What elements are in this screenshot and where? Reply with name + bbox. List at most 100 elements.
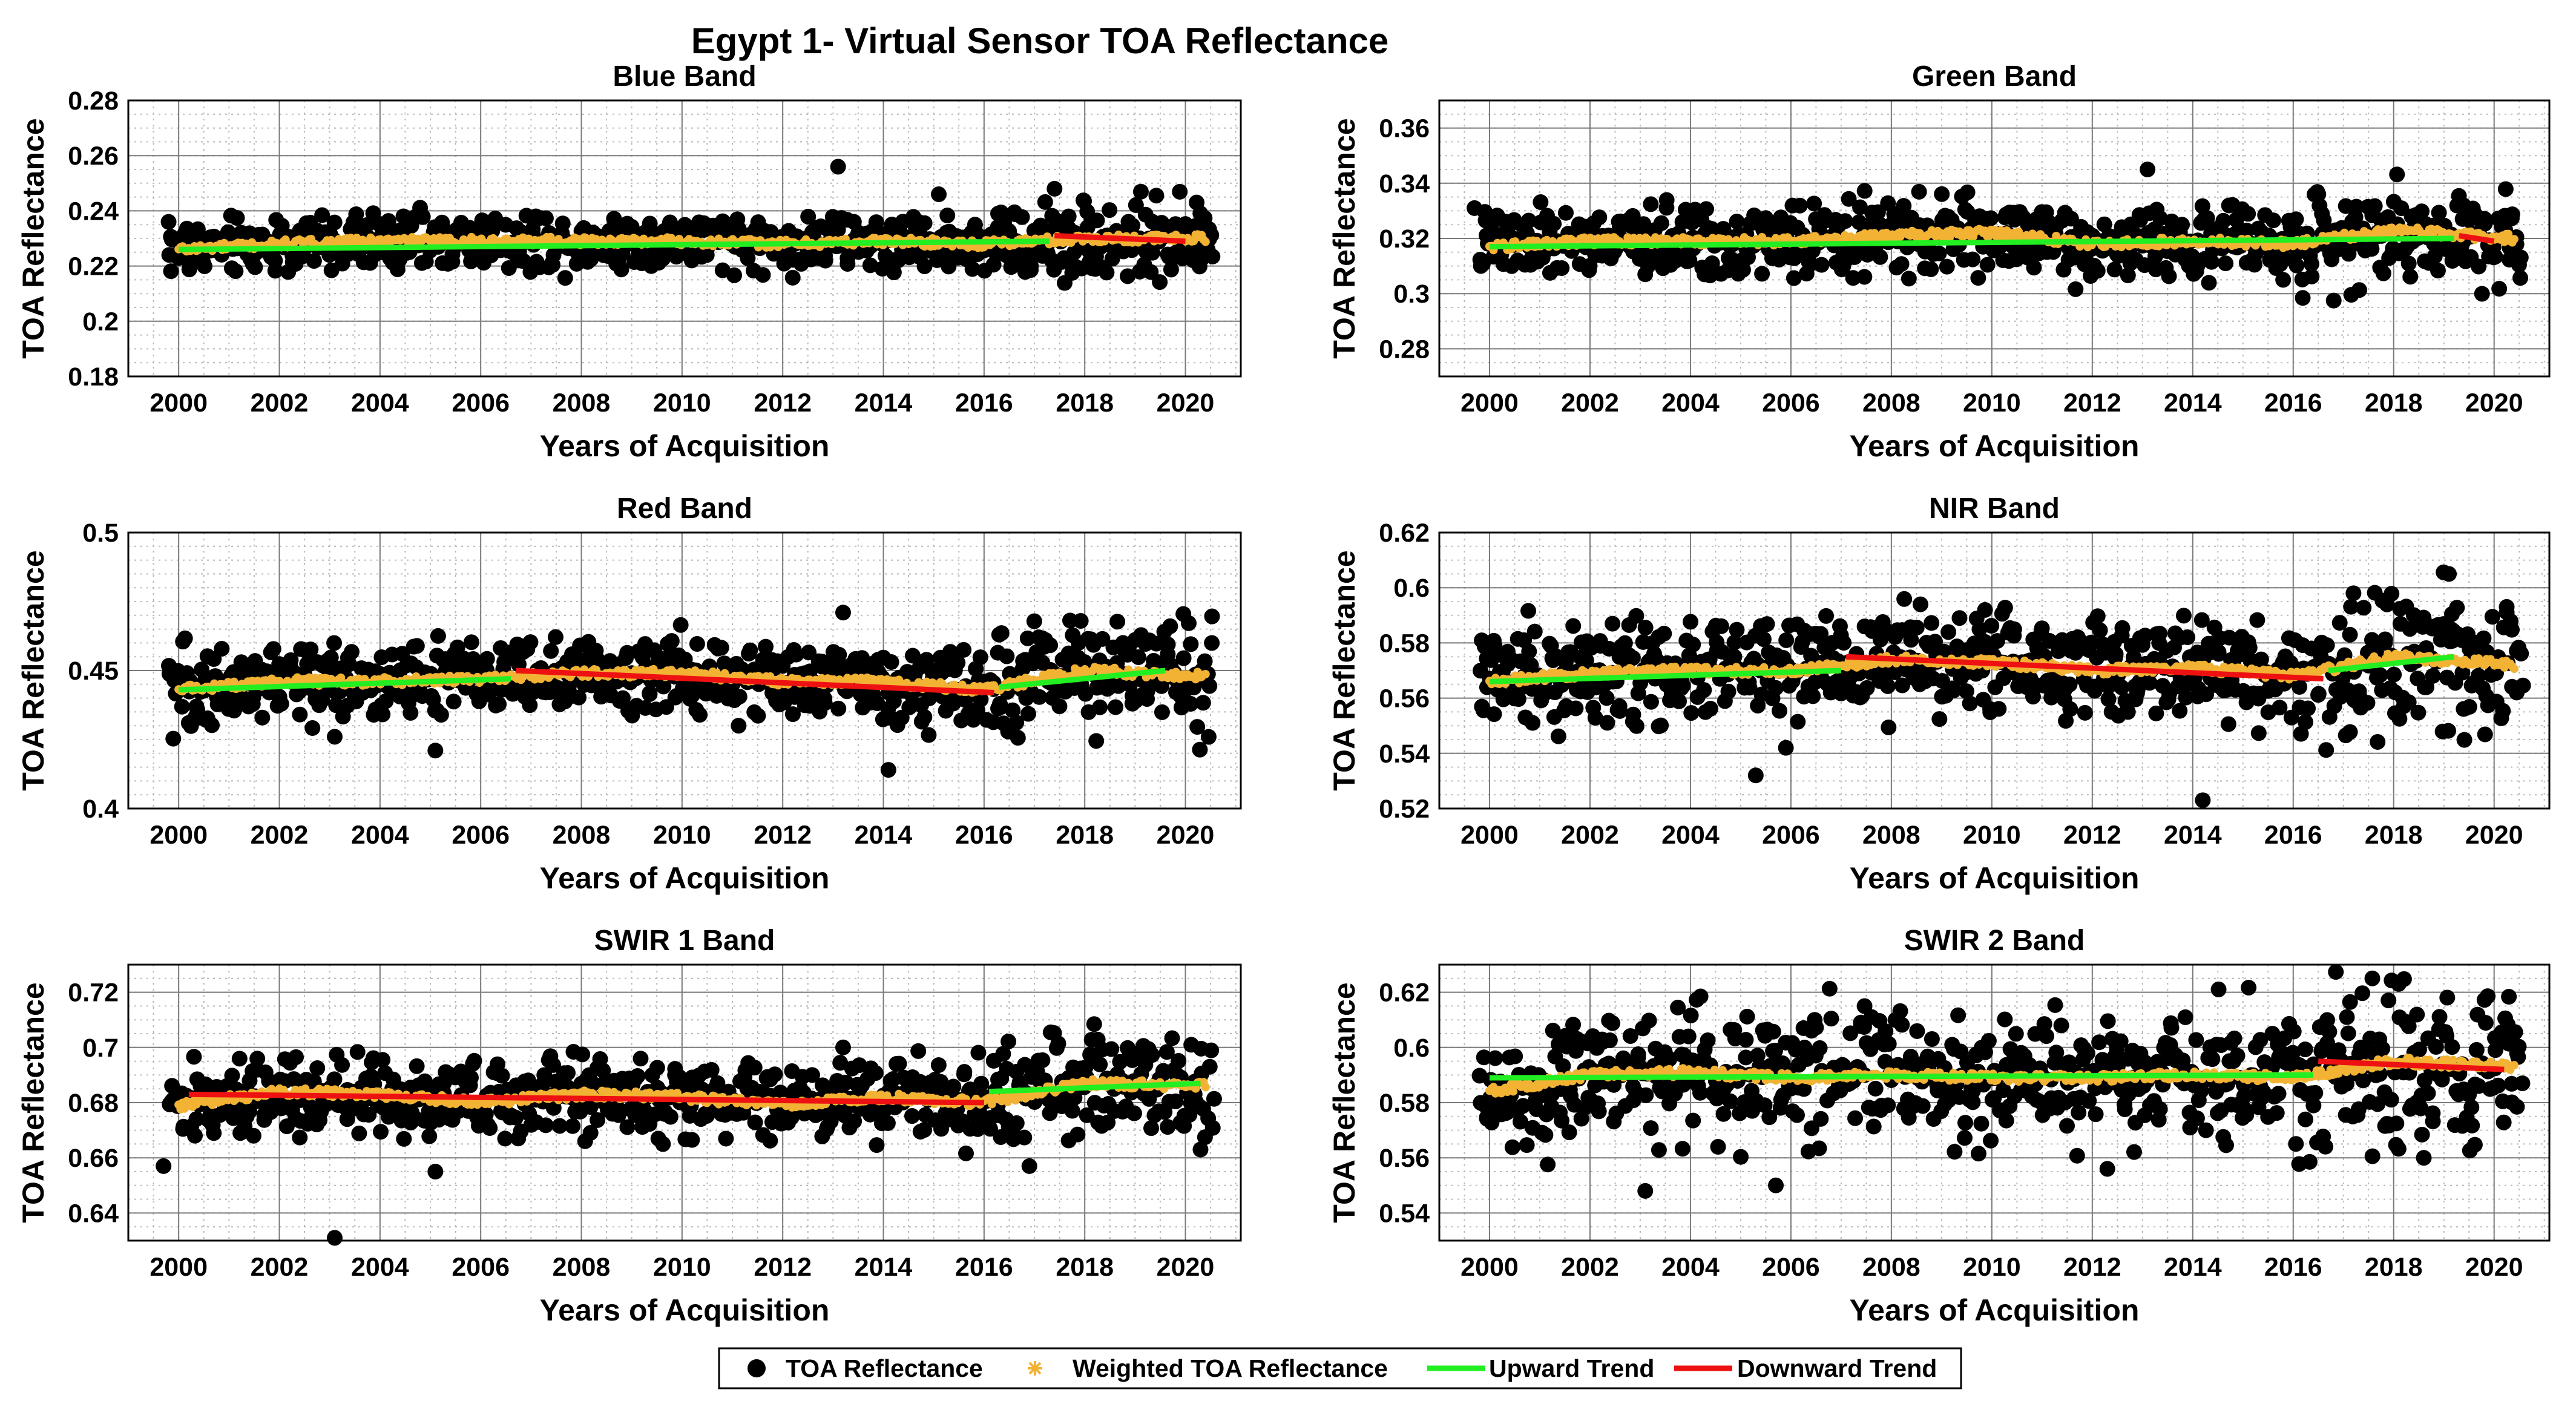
toa-point <box>1073 613 1089 629</box>
toa-point <box>1979 257 1996 273</box>
y-tick-label: 0.36 <box>1379 114 1430 143</box>
toa-point <box>2174 217 2190 233</box>
toa-point <box>2487 249 2503 265</box>
toa-point <box>1696 682 1712 698</box>
toa-point <box>415 209 431 225</box>
toa-point <box>2318 742 2334 758</box>
toa-point <box>2151 625 2167 641</box>
panel-title: Green Band <box>1912 61 2077 93</box>
x-tick-label: 2010 <box>653 821 711 850</box>
toa-point <box>292 706 308 723</box>
x-tick-label: 2002 <box>251 389 309 418</box>
toa-point <box>1704 255 1720 271</box>
toa-point <box>1940 624 1957 640</box>
y-axis-label: TOA Reflectance <box>16 550 50 790</box>
y-tick-label: 0.22 <box>68 252 119 281</box>
toa-point <box>2295 290 2311 306</box>
y-tick-label: 0.18 <box>68 362 119 392</box>
toa-point <box>1204 608 1220 625</box>
toa-point <box>1557 205 1574 221</box>
toa-point <box>1183 636 1199 652</box>
toa-point <box>491 696 507 712</box>
toa-point <box>2386 666 2402 683</box>
toa-point <box>2220 716 2236 732</box>
y-tick-label: 0.4 <box>82 795 119 824</box>
y-tick-label: 0.28 <box>68 87 119 116</box>
toa-point <box>1148 188 1165 204</box>
toa-point <box>265 641 281 657</box>
toa-point <box>1893 256 1910 272</box>
toa-point <box>1729 622 1745 638</box>
toa-point <box>463 634 479 651</box>
toa-point <box>1014 209 1030 225</box>
toa-point <box>731 718 747 734</box>
x-tick-label: 2016 <box>955 389 1013 418</box>
toa-point <box>1951 610 1968 626</box>
toa-point <box>343 644 360 660</box>
toa-point <box>1713 618 1729 634</box>
x-tick-label: 2014 <box>855 389 913 418</box>
toa-point <box>2089 608 2106 625</box>
toa-point <box>1772 703 1788 719</box>
toa-point <box>939 208 956 224</box>
toa-point <box>174 698 190 715</box>
toa-point <box>1020 706 1036 722</box>
toa-point <box>433 707 449 723</box>
axes-box <box>127 99 1242 378</box>
toa-point <box>479 651 495 667</box>
toa-point-outlier <box>2345 585 2362 602</box>
toa-point <box>916 215 933 231</box>
toa-point <box>613 261 629 278</box>
toa-point <box>1792 197 1808 214</box>
toa-point <box>314 692 330 708</box>
toa-point <box>2114 679 2130 695</box>
toa-point <box>2175 608 2192 624</box>
toa-point <box>1204 635 1220 651</box>
toa-point <box>557 270 573 286</box>
toa-point <box>2331 615 2348 631</box>
toa-point <box>537 210 554 226</box>
toa-point <box>1550 728 1566 744</box>
toa-point <box>2461 699 2477 715</box>
x-tick-label: 2018 <box>1056 821 1114 850</box>
toa-point <box>2249 612 2266 628</box>
toa-point <box>886 264 902 281</box>
toa-point <box>2089 263 2106 279</box>
x-tick-label: 2006 <box>1762 389 1820 418</box>
toa-point <box>750 707 766 724</box>
toa-point <box>921 727 937 743</box>
x-tick-label: 2018 <box>1056 389 1114 418</box>
toa-point <box>1962 695 1978 712</box>
toa-point <box>2503 622 2520 638</box>
toa-point <box>1042 637 1059 654</box>
toa-point <box>972 649 988 666</box>
toa-point <box>1486 706 1502 723</box>
x-tick-label: 2018 <box>2365 389 2423 418</box>
toa-point-outlier <box>1046 180 1063 197</box>
toa-point <box>692 707 708 723</box>
toa-point <box>1881 719 1897 735</box>
toa-point <box>2160 691 2177 707</box>
toa-point <box>1599 715 1615 731</box>
toa-point <box>1051 698 1068 715</box>
toa-point <box>2410 704 2426 721</box>
toa-point <box>1735 261 1751 278</box>
x-tick-label: 2010 <box>653 389 711 418</box>
toa-point <box>1643 694 1659 710</box>
toa-point-outlier <box>326 729 343 745</box>
toa-point <box>698 247 715 263</box>
x-tick-label: 2004 <box>351 389 409 418</box>
toa-point <box>1526 623 1543 640</box>
toa-point <box>1625 208 1641 224</box>
toa-point <box>2370 733 2386 750</box>
panel-1: 2000 2002 2004 2006 2008 2010 2012 2014 2016 2018… <box>16 61 1242 463</box>
toa-point <box>2389 166 2405 183</box>
toa-point <box>840 255 856 272</box>
toa-point <box>726 267 743 283</box>
y-axis-label: TOA Reflectance <box>16 118 50 358</box>
toa-point <box>2288 211 2304 228</box>
toa-point <box>1172 183 1188 200</box>
toa-point <box>1175 650 1192 666</box>
toa-point <box>2310 687 2327 703</box>
toa-point <box>1637 620 1654 636</box>
